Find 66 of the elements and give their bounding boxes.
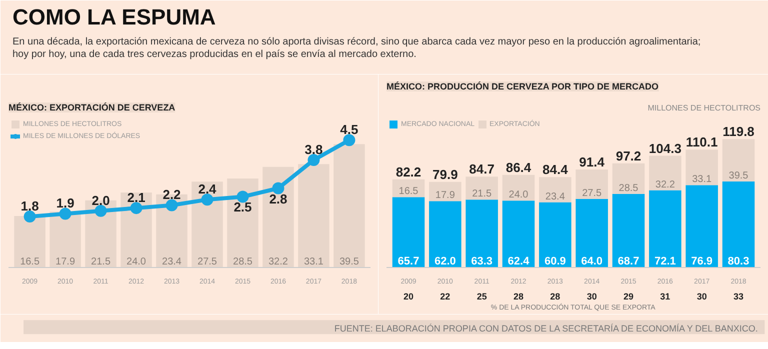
data-label: 28.5 — [618, 182, 639, 194]
data-label: 27.5 — [198, 256, 218, 268]
total-label: 82.2 — [396, 164, 422, 180]
total-label: 91.4 — [579, 154, 606, 170]
source-note: FUENTE: ELABORACIÓN PROPIA CON DATOS DE LA SECRETARÍA DE ECONOMÍA Y DEL BANXICO. — [334, 324, 758, 334]
data-label: 2.8 — [269, 191, 288, 206]
data-label: 80.3 — [728, 256, 750, 268]
data-label: 2.4 — [198, 182, 218, 197]
text: 30 — [586, 292, 597, 302]
data-label: 76.9 — [691, 256, 713, 268]
data-label: 65.7 — [398, 256, 420, 268]
total-label: 97.2 — [616, 148, 642, 164]
text: 28 — [550, 292, 560, 302]
data-label: 60.9 — [544, 256, 566, 268]
data-label: 24.0 — [508, 190, 529, 201]
data-label: 4.5 — [340, 122, 358, 138]
text: 22 — [440, 292, 450, 302]
data-label: 32.2 — [268, 256, 288, 268]
data-label: 39.5 — [339, 256, 360, 268]
data-label: 2.0 — [92, 192, 110, 208]
data-label: 68.7 — [618, 256, 640, 268]
text: 25 — [476, 292, 487, 302]
data-label: 64.0 — [581, 256, 603, 268]
total-label: 86.4 — [506, 160, 532, 175]
data-label: 62.4 — [508, 256, 530, 268]
text: 29 — [623, 292, 634, 302]
text: COMO LA ESPUMA — [12, 4, 216, 30]
data-label: 1.9 — [56, 196, 74, 211]
data-label: 16.5 — [20, 256, 40, 268]
total-label: 84.7 — [469, 162, 494, 177]
data-label: 39.5 — [728, 170, 749, 182]
text: 20 — [403, 292, 414, 302]
data-label: 2.2 — [162, 187, 181, 202]
data-label: 33.1 — [692, 174, 712, 186]
data-label: 1.8 — [20, 198, 39, 214]
data-label: 21.5 — [91, 256, 111, 268]
total-label: 79.9 — [432, 166, 458, 182]
data-label: 16.5 — [398, 186, 419, 198]
data-label: 72.1 — [654, 256, 676, 268]
data-label: 27.5 — [582, 188, 602, 199]
data-label: 2.5 — [234, 200, 252, 215]
data-label: 17.9 — [56, 256, 76, 268]
data-label: 24.0 — [126, 256, 146, 268]
chart-subtitle: MILLONES DE HECTOLITROS — [648, 104, 760, 112]
text: 33 — [733, 292, 744, 302]
data-label: 17.9 — [435, 190, 456, 202]
data-label: 33.1 — [304, 256, 324, 268]
data-label: 2.1 — [127, 190, 146, 206]
total-label: 119.8 — [722, 124, 754, 140]
data-label: 62.0 — [434, 256, 456, 268]
text: 31 — [660, 292, 670, 302]
text: 28 — [513, 292, 524, 302]
text: 30 — [696, 292, 707, 302]
data-label: 23.4 — [162, 256, 182, 268]
data-label: 32.2 — [655, 179, 676, 190]
data-label: 21.5 — [472, 188, 492, 200]
total-label: 104.3 — [648, 140, 682, 156]
text: En una década, la exportación mexicana de cerveza no sólo aporta divisas récord, sino que abarca cada vez mayor peso en la producción agroalimentaria; hoy por hoy, una de cada tres cervezas producidas en el país se envía al mercado externo. — [12, 36, 701, 60]
total-label: 110.1 — [686, 134, 718, 150]
data-label: 3.8 — [304, 142, 323, 157]
total-label: 84.4 — [542, 162, 569, 178]
chart-title: MÉXICO: PRODUCCIÓN DE CERVEZA POR TIPO DE MERCADO — [386, 82, 659, 92]
data-label: 28.5 — [233, 256, 253, 268]
data-label: 63.3 — [471, 256, 493, 268]
data-label: 23.4 — [545, 191, 566, 202]
chart-title: MÉXICO: EXPORTACIÓN DE CERVEZA — [8, 102, 176, 112]
